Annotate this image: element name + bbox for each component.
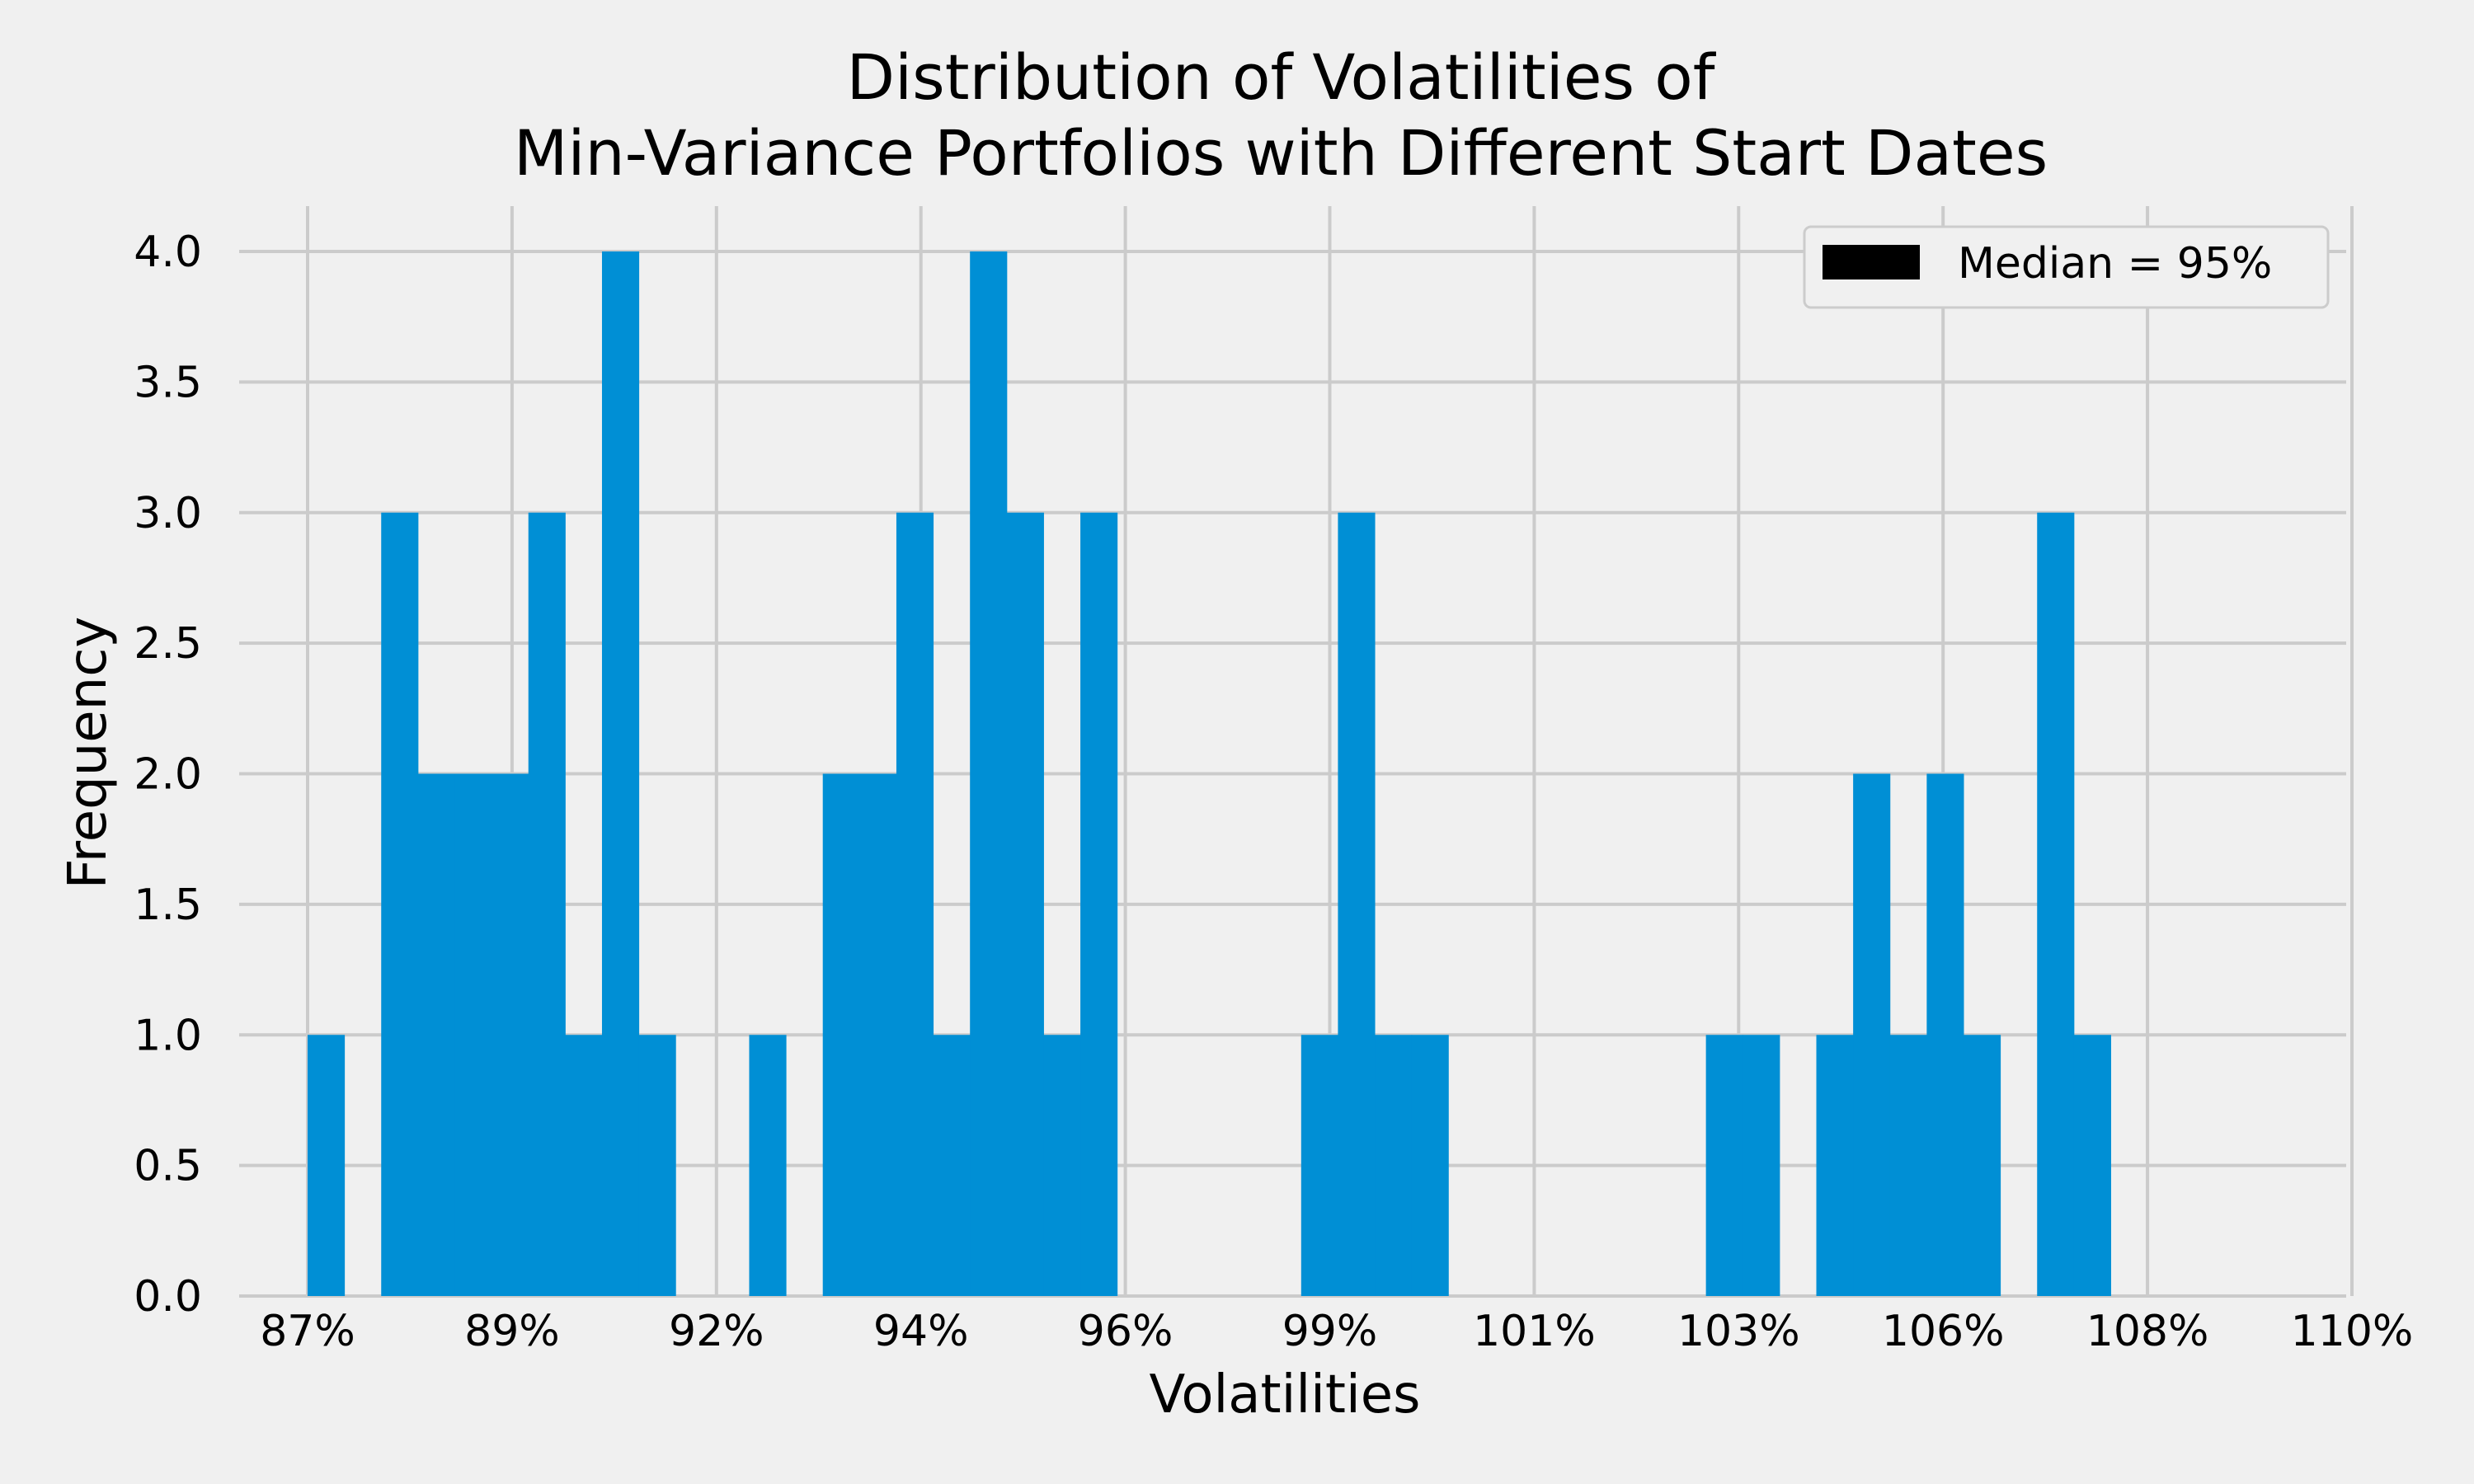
histogram-bar: [2037, 512, 2075, 1296]
histogram-bar: [1743, 1035, 1780, 1296]
histogram-bar: [454, 773, 492, 1296]
legend-swatch: [1823, 245, 1920, 279]
y-axis-label: Frequency: [58, 617, 119, 890]
x-tick-label: 87%: [260, 1307, 355, 1356]
y-tick-label: 4.0: [134, 228, 202, 277]
x-tick-label: 101%: [1473, 1307, 1596, 1356]
y-tick-label: 0.5: [134, 1142, 202, 1191]
x-tick-label: 99%: [1282, 1307, 1378, 1356]
histogram-bar: [417, 773, 455, 1296]
y-tick-label: 1.5: [134, 881, 202, 930]
x-axis-label: Volatilities: [1150, 1364, 1421, 1425]
y-tick-label: 3.0: [134, 489, 202, 538]
histogram-bar: [492, 773, 529, 1296]
histogram-bar: [1926, 773, 1964, 1296]
histogram-bar: [308, 1035, 346, 1296]
x-tick-label: 106%: [1882, 1307, 2005, 1356]
histogram-bar: [1375, 1035, 1413, 1296]
y-tick-label: 2.5: [134, 619, 202, 669]
histogram-bar: [2073, 1035, 2111, 1296]
histogram-bar: [1338, 512, 1376, 1296]
x-tick-label: 94%: [873, 1307, 969, 1356]
histogram-bar: [528, 512, 566, 1296]
histogram-bar: [1080, 512, 1118, 1296]
x-tick-label: 103%: [1677, 1307, 1800, 1356]
histogram-bar: [1816, 1035, 1854, 1296]
y-tick-label: 1.0: [134, 1011, 202, 1060]
histogram-bar: [601, 251, 640, 1296]
histogram-bar: [970, 251, 1008, 1296]
histogram-bars: [308, 251, 2111, 1296]
x-tick-label: 110%: [2291, 1307, 2414, 1356]
y-tick-label: 0.0: [134, 1272, 202, 1322]
legend: Median = 95%: [1803, 225, 2330, 309]
legend-label: Median = 95%: [1958, 239, 2272, 289]
histogram-bar: [859, 773, 897, 1296]
chart-title-line-1: Distribution of Volatilities of: [846, 40, 1716, 114]
histogram-bar: [749, 1035, 787, 1296]
histogram-bar: [933, 1035, 971, 1296]
histogram-bar: [1300, 1035, 1338, 1296]
legend-box: [1803, 225, 2330, 309]
x-tick-label: 89%: [464, 1307, 560, 1356]
x-tick-label: 92%: [669, 1307, 764, 1356]
histogram-bar: [822, 773, 860, 1296]
histogram-bar: [896, 512, 934, 1296]
y-axis-ticks: 0.0 0.5 1.0 1.5 2.0 2.5 3.0 3.5 4.0: [134, 228, 202, 1322]
histogram-bar: [1889, 1035, 1927, 1296]
histogram-bar: [1043, 1035, 1081, 1296]
histogram-bar: [1963, 1035, 2001, 1296]
histogram-bar: [1411, 1035, 1449, 1296]
histogram-bar: [565, 1035, 603, 1296]
histogram-bar: [1006, 512, 1044, 1296]
x-tick-label: 96%: [1078, 1307, 1174, 1356]
histogram-bar: [1705, 1035, 1743, 1296]
x-axis-ticks: 87% 89% 92% 94% 96% 99% 101% 103% 106% 108% 110%: [260, 1307, 2413, 1356]
histogram-bar: [381, 512, 419, 1296]
histogram-bar: [1853, 773, 1891, 1296]
x-tick-label: 108%: [2086, 1307, 2209, 1356]
chart-title-line-2: Min-Variance Portfolios with Different S…: [514, 116, 2048, 190]
histogram-bar: [638, 1035, 676, 1296]
y-tick-label: 3.5: [134, 358, 202, 407]
y-tick-label: 2.0: [134, 750, 202, 800]
